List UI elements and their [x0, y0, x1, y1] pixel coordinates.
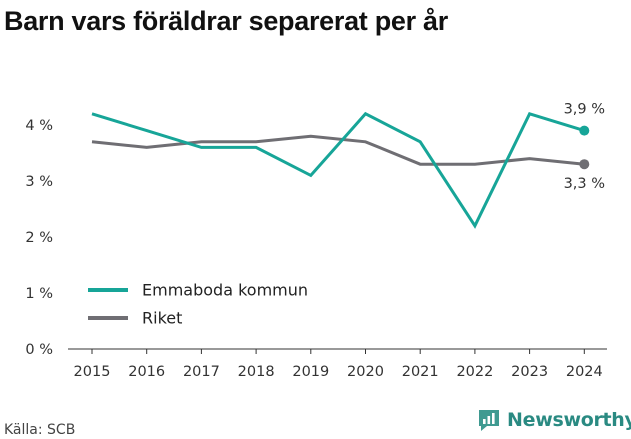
x-tick-label: 2024: [566, 364, 603, 380]
end-label-riket: 3,3 %: [564, 176, 605, 192]
x-tick-label: 2016: [128, 364, 165, 380]
series-line-riket: [91, 134, 585, 166]
series-end-marker-emmaboda: [579, 125, 590, 136]
series-line-emmaboda: [91, 111, 585, 229]
chart-title: Barn vars föräldrar separerat per år: [4, 6, 448, 36]
x-tick-label: 2021: [402, 364, 439, 380]
legend-label: Emmaboda kommun: [142, 281, 308, 300]
x-tick-label: 2018: [238, 364, 275, 380]
x-tick-label: 2022: [456, 364, 493, 380]
end-label-emmaboda: 3,9 %: [564, 102, 605, 118]
x-tick-label: 2019: [292, 364, 329, 380]
y-tick-label: 4 %: [25, 118, 53, 134]
x-tick-label: 2020: [347, 364, 384, 380]
x-tick-label: 2015: [74, 364, 111, 380]
x-tick-label: 2023: [511, 364, 548, 380]
y-tick-label: 3 %: [25, 174, 53, 190]
x-tick-label: 2017: [183, 364, 220, 380]
source-label: Källa: SCB: [4, 422, 76, 438]
y-tick-label: 2 %: [25, 230, 53, 246]
y-tick-label: 1 %: [25, 286, 53, 302]
series-end-marker-riket: [579, 159, 590, 170]
newsworthy-logo: Newsworthy: [476, 407, 631, 433]
newsworthy-icon: [479, 410, 499, 431]
y-tick-label: 0 %: [25, 342, 53, 358]
legend-label: Riket: [142, 309, 182, 328]
brand-name: Newsworthy: [507, 409, 631, 431]
